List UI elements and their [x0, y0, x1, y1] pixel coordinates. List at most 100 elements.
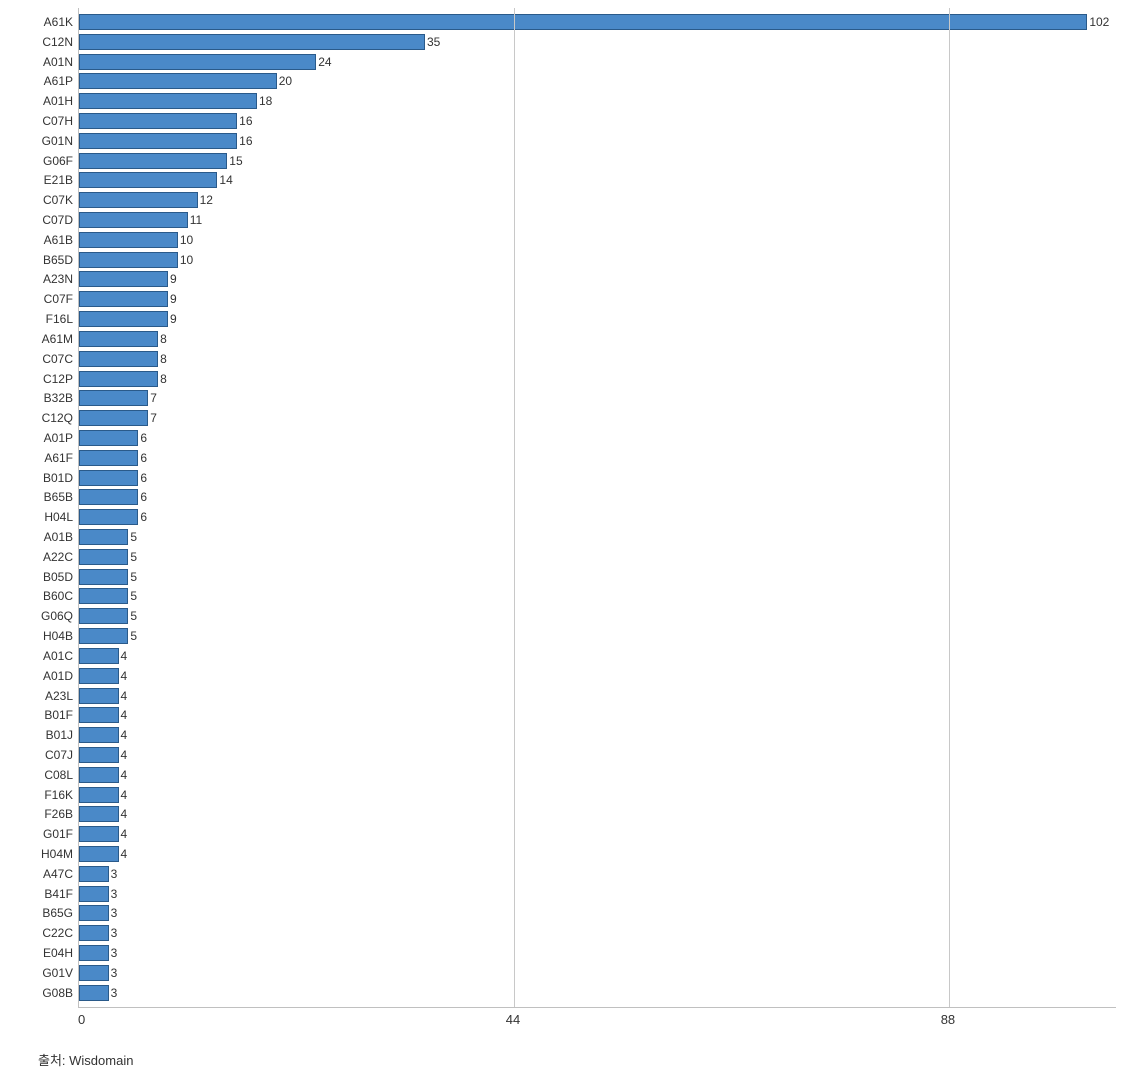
y-axis-label: B60C: [9, 588, 79, 604]
bars-wrapper: 1023524201816161514121110109998887766666…: [79, 12, 1116, 1003]
value-label: 3: [111, 926, 118, 940]
bar: 10: [79, 232, 178, 248]
bar-row: 18: [79, 93, 1116, 109]
bar-row: 12: [79, 192, 1116, 208]
value-label: 4: [121, 788, 128, 802]
bar: 4: [79, 747, 119, 763]
bar-row: 3: [79, 965, 1116, 981]
bar-row: 3: [79, 866, 1116, 882]
y-axis-label: B41F: [9, 886, 79, 902]
value-label: 14: [219, 173, 232, 187]
bar-row: 4: [79, 707, 1116, 723]
bar: 14: [79, 172, 217, 188]
y-axis-label: A01P: [9, 430, 79, 446]
bar: 5: [79, 608, 128, 624]
bar-row: 5: [79, 628, 1116, 644]
bar-row: 3: [79, 905, 1116, 921]
bar: 16: [79, 113, 237, 129]
value-label: 5: [130, 530, 137, 544]
bar-row: 3: [79, 886, 1116, 902]
y-axis-label: G01V: [9, 965, 79, 981]
value-label: 5: [130, 550, 137, 564]
y-axis-label: G08B: [9, 985, 79, 1001]
y-axis-label: C07D: [9, 212, 79, 228]
bar-row: 15: [79, 153, 1116, 169]
bar-row: 9: [79, 311, 1116, 327]
bar: 9: [79, 271, 168, 287]
value-label: 4: [121, 649, 128, 663]
value-label: 4: [121, 669, 128, 683]
value-label: 5: [130, 570, 137, 584]
value-label: 6: [140, 490, 147, 504]
value-label: 3: [111, 966, 118, 980]
bar: 16: [79, 133, 237, 149]
y-axis-label: F26B: [9, 806, 79, 822]
bar: 6: [79, 489, 138, 505]
value-label: 9: [170, 292, 177, 306]
y-axis-label: B05D: [9, 569, 79, 585]
bar: 3: [79, 945, 109, 961]
bar-row: 4: [79, 767, 1116, 783]
y-axis-label: C22C: [9, 925, 79, 941]
bar: 4: [79, 826, 119, 842]
value-label: 5: [130, 589, 137, 603]
y-axis-labels: A61KC12NA01NA61PA01HC07HG01NG06FE21BC07K…: [9, 12, 79, 1003]
y-axis-label: A01H: [9, 93, 79, 109]
bar: 3: [79, 886, 109, 902]
bar: 6: [79, 430, 138, 446]
value-label: 7: [150, 391, 157, 405]
bar: 7: [79, 410, 148, 426]
bar-row: 5: [79, 608, 1116, 624]
y-axis-label: A23L: [9, 688, 79, 704]
bar-row: 5: [79, 569, 1116, 585]
value-label: 10: [180, 253, 193, 267]
bar: 6: [79, 450, 138, 466]
source-text: 출처: Wisdomain: [38, 1050, 1116, 1069]
y-axis-label: B01J: [9, 727, 79, 743]
bar: 4: [79, 787, 119, 803]
bar: 11: [79, 212, 188, 228]
bar-row: 9: [79, 291, 1116, 307]
x-axis: 04488: [78, 1008, 1116, 1032]
bar: 6: [79, 509, 138, 525]
bar: 5: [79, 628, 128, 644]
y-axis-label: B65D: [9, 252, 79, 268]
y-axis-label: C12P: [9, 371, 79, 387]
value-label: 6: [140, 510, 147, 524]
y-axis-label: A61F: [9, 450, 79, 466]
bar-row: 35: [79, 34, 1116, 50]
value-label: 4: [121, 827, 128, 841]
value-label: 5: [130, 609, 137, 623]
bar-row: 4: [79, 747, 1116, 763]
value-label: 35: [427, 35, 440, 49]
bar-row: 8: [79, 351, 1116, 367]
y-axis-label: E04H: [9, 945, 79, 961]
value-label: 10: [180, 233, 193, 247]
bar-row: 8: [79, 331, 1116, 347]
plot-area: A61KC12NA01NA61PA01HC07HG01NG06FE21BC07K…: [78, 8, 1116, 1008]
grid-line: [514, 8, 515, 1007]
value-label: 11: [190, 213, 202, 227]
bar: 7: [79, 390, 148, 406]
value-label: 102: [1089, 15, 1109, 29]
bar-row: 4: [79, 668, 1116, 684]
bar-row: 3: [79, 985, 1116, 1001]
bar-row: 4: [79, 846, 1116, 862]
bar-row: 4: [79, 806, 1116, 822]
bar-row: 8: [79, 371, 1116, 387]
value-label: 8: [160, 332, 167, 346]
value-label: 3: [111, 986, 118, 1000]
y-axis-label: H04B: [9, 628, 79, 644]
bar-row: 4: [79, 727, 1116, 743]
x-axis-tick: 88: [941, 1012, 955, 1027]
value-label: 3: [111, 946, 118, 960]
bar: 4: [79, 767, 119, 783]
bar-row: 3: [79, 945, 1116, 961]
y-axis-label: H04M: [9, 846, 79, 862]
bar: 4: [79, 688, 119, 704]
y-axis-label: C08L: [9, 767, 79, 783]
bar: 3: [79, 905, 109, 921]
bar: 3: [79, 985, 109, 1001]
bar: 4: [79, 806, 119, 822]
value-label: 5: [130, 629, 137, 643]
